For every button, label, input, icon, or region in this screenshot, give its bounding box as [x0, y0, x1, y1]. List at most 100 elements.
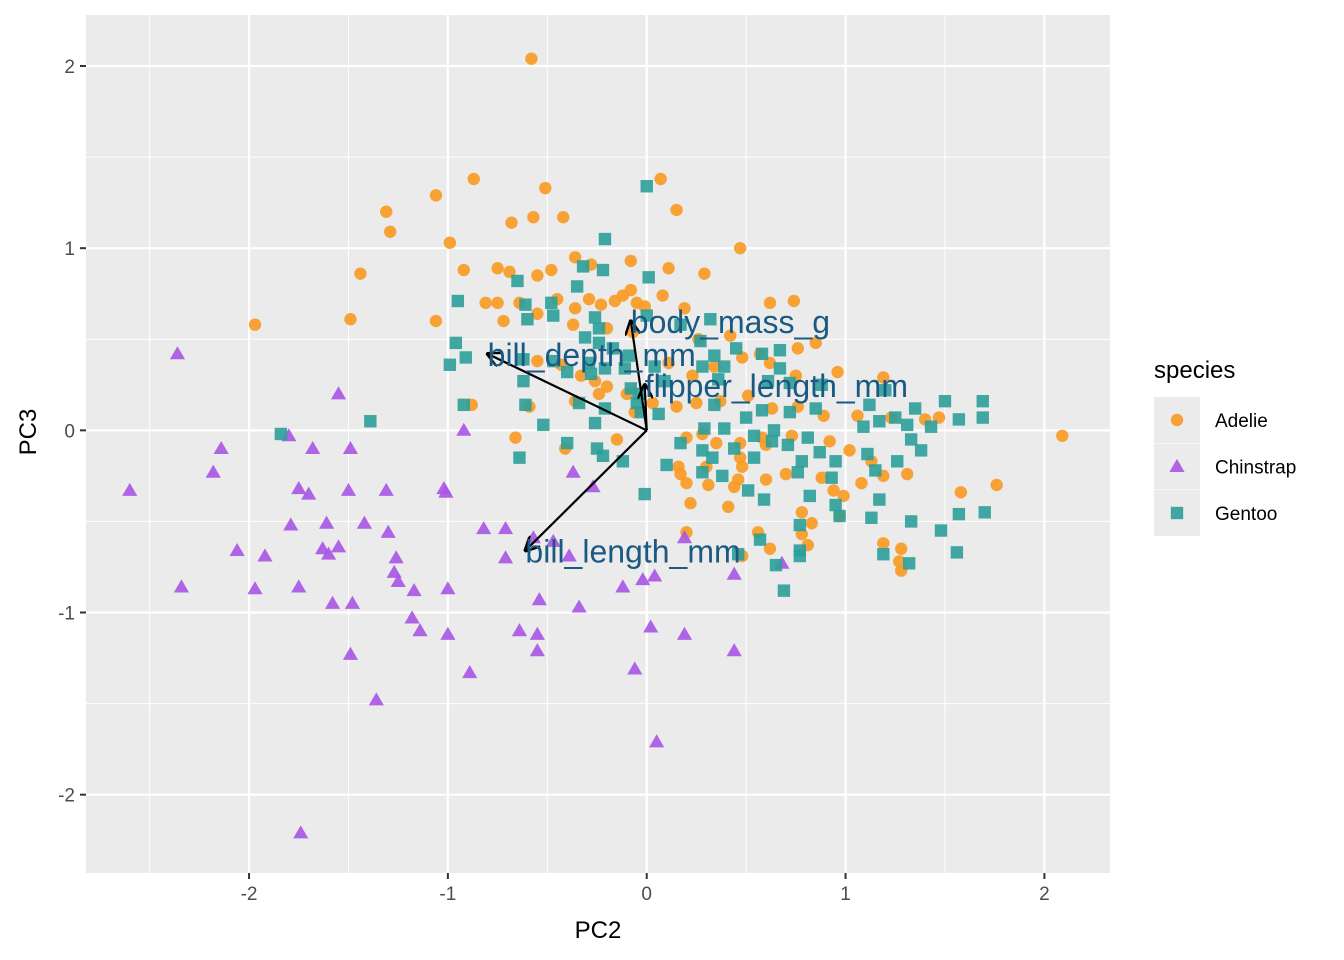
x-tick-label: 1 [840, 884, 851, 905]
chinstrap-point [368, 692, 384, 706]
gentoo-point [934, 524, 948, 537]
legend-label-chinstrap: Chinstrap [1215, 458, 1296, 479]
chinstrap-point [257, 548, 273, 562]
gentoo-point [747, 429, 761, 443]
loading-arrow-bill_length_mm [525, 429, 648, 550]
gentoo-point [908, 402, 922, 415]
adelie-point [656, 289, 669, 302]
legend-label-gentoo: Gentoo [1215, 504, 1277, 525]
adelie-point [646, 396, 659, 410]
gentoo-point [829, 455, 842, 468]
loading-label-flipper_length_mm: flipper_length_mm [645, 368, 908, 404]
adelie-point [527, 211, 540, 224]
chinstrap-point [462, 665, 478, 679]
chinstrap-point [330, 386, 347, 400]
gentoo-point [739, 411, 753, 424]
adelie-point [479, 296, 492, 310]
adelie-point [702, 478, 715, 492]
gentoo-point [718, 422, 731, 435]
chinstrap-point [318, 515, 335, 529]
gentoo-point [582, 356, 596, 370]
gentoo-point [660, 458, 673, 472]
adelie-point [680, 476, 693, 490]
adelie-point [491, 296, 504, 310]
gentoo-point [791, 466, 805, 479]
adelie-point [1056, 429, 1069, 443]
adelie-point [505, 216, 518, 229]
chinstrap-point [726, 566, 742, 580]
loading-arrow-flipper_length_mm [645, 385, 647, 431]
gentoo-point [576, 260, 590, 273]
gentoo-point [638, 487, 651, 501]
gentoo-point [741, 484, 755, 497]
gentoo-point [755, 404, 769, 417]
gentoo-point [642, 271, 655, 284]
gentoo-point [865, 511, 878, 524]
chinstrap-point [305, 440, 321, 455]
gentoo-point [809, 402, 822, 415]
adelie-point [491, 262, 504, 275]
adelie-point [823, 435, 836, 448]
gentoo-point [457, 398, 470, 412]
adelie-point [809, 336, 822, 350]
gentoo-point [924, 420, 938, 433]
gentoo-point [606, 342, 620, 355]
gentoo-point [900, 418, 914, 432]
chinstrap-point [585, 479, 601, 493]
legend-key-adelie [1170, 413, 1184, 427]
chinstrap-point [529, 626, 545, 640]
chinstrap-point [356, 515, 372, 529]
gentoo-point [873, 415, 886, 428]
y-tick-label: 1 [64, 239, 75, 260]
adelie-point [344, 313, 357, 326]
adelie-point [429, 189, 443, 202]
adelie-point [531, 269, 544, 282]
adelie-point [787, 294, 801, 308]
adelie-point [795, 506, 809, 519]
gentoo-point [652, 407, 665, 421]
gentoo-point [596, 263, 610, 277]
adelie-point [779, 467, 793, 481]
adelie-point [624, 283, 638, 297]
gentoo-point [767, 424, 781, 437]
adelie-point [594, 298, 608, 311]
loading-arrow-bill_depth_mm [488, 354, 648, 432]
chinstrap-point [406, 583, 422, 597]
gentoo-point [696, 360, 709, 373]
x-axis-title: PC2 [575, 917, 622, 944]
chinstrap-point [561, 548, 577, 562]
adelie-point [670, 203, 683, 217]
gentoo-point [825, 471, 838, 484]
chinstrap-point [545, 533, 561, 547]
adelie-point [722, 500, 735, 514]
chinstrap-point [497, 521, 514, 535]
gentoo-point [704, 313, 717, 326]
chinstrap-point [291, 579, 307, 593]
gentoo-point [537, 418, 550, 432]
chinstrap-point [571, 599, 587, 613]
gentoo-point [873, 493, 886, 506]
gentoo-point [696, 466, 709, 479]
chinstrap-point [342, 646, 359, 660]
chinstrap-point [643, 619, 659, 633]
gentoo-point [891, 455, 904, 468]
gentoo-point [781, 438, 795, 452]
gentoo-point [592, 322, 606, 335]
adelie-point [763, 296, 777, 310]
gentoo-point [783, 405, 797, 419]
gentoo-point [863, 398, 876, 412]
chinstrap-point [726, 643, 742, 657]
gentoo-point [449, 336, 463, 350]
adelie-point [733, 241, 747, 255]
gentoo-point [511, 274, 524, 288]
adelie-point [531, 307, 544, 320]
chinstrap-point [676, 530, 693, 544]
adelie-point [610, 433, 624, 446]
chinstrap-point [283, 517, 299, 531]
adelie-point [708, 360, 721, 373]
gentoo-point [618, 362, 632, 375]
gentoo-point [773, 343, 787, 357]
gentoo-point [877, 548, 890, 561]
y-tick-label: 2 [64, 57, 75, 78]
x-axis-ticks: -2 -1 0 1 2 [241, 873, 1050, 905]
